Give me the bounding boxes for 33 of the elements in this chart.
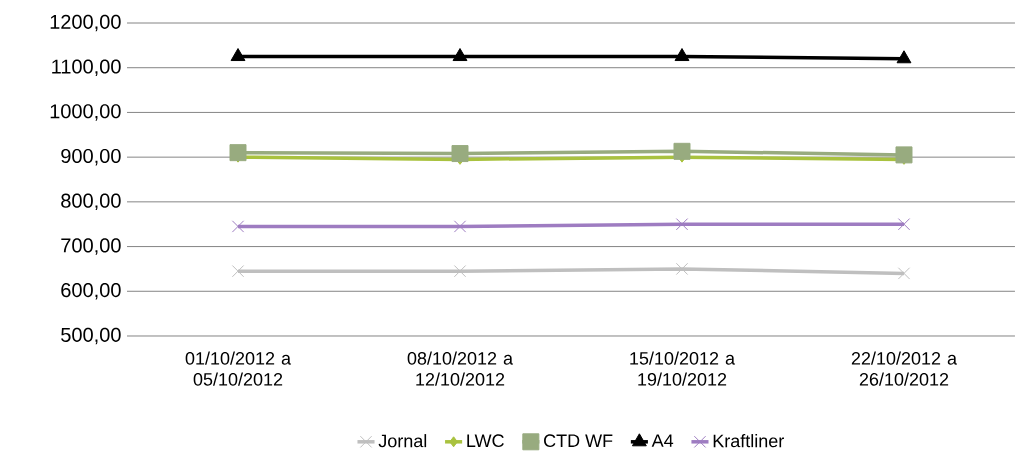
point	[453, 220, 467, 233]
y-tick-label: 600,00	[61, 283, 121, 300]
x-tick-label: 01/10/2012 a 05/10/2012	[185, 351, 292, 386]
y-tick-label: 800,00	[61, 193, 121, 211]
y-tick-label: 500,00	[61, 327, 121, 345]
point	[674, 48, 690, 62]
legend-label: CTD WF	[544, 434, 613, 448]
point	[897, 218, 911, 231]
point	[675, 218, 689, 231]
point	[673, 142, 691, 160]
y-tick-label: 1000,00	[50, 104, 121, 121]
x-tick-label: 22/10/2012 a 26/10/2012	[851, 351, 958, 386]
point	[897, 267, 911, 280]
point	[453, 265, 467, 278]
point	[231, 265, 245, 278]
legend-label: Jornal	[378, 434, 427, 448]
y-tick-label: 1100,00	[52, 59, 121, 76]
point	[675, 262, 689, 276]
y-tick-label: 900,00	[61, 148, 121, 166]
legend-label: Kraftliner	[713, 434, 784, 448]
legend-label: A4	[651, 434, 674, 447]
point	[229, 144, 247, 162]
point	[452, 48, 468, 62]
legend-label: LWC	[467, 434, 504, 448]
point	[895, 146, 913, 164]
y-tick-label: 1200,00	[50, 14, 121, 32]
y-tick-label: 700,00	[61, 238, 121, 255]
point	[230, 48, 246, 62]
point	[896, 50, 912, 64]
point	[451, 145, 469, 163]
point	[231, 220, 245, 233]
x-tick-label: 08/10/2012 a 12/10/2012	[407, 351, 514, 386]
x-tick-label: 15/10/2012 a 19/10/2012	[630, 351, 736, 386]
